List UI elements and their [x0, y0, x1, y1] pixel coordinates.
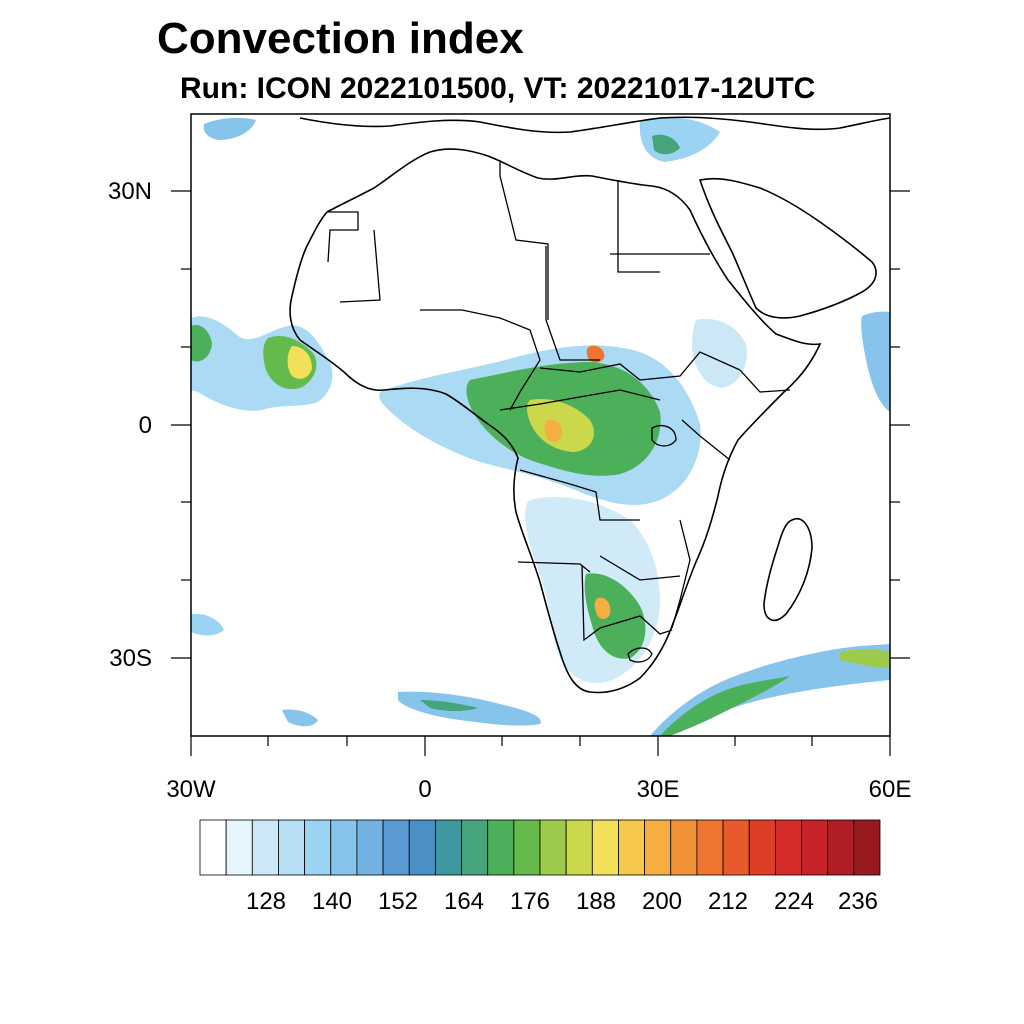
chart-subtitle: Run: ICON 2022101500, VT: 20221017-12UTC	[180, 72, 816, 105]
colorbar-swatch	[487, 819, 515, 876]
border-sudan-chad	[545, 246, 600, 361]
border-car-drc	[499, 389, 661, 411]
africa-coastline	[289, 148, 822, 694]
lesotho-border	[627, 647, 653, 663]
madagascar-coastline	[763, 517, 813, 622]
colorbar-swatch	[408, 819, 436, 876]
convection-core-west-edge	[191, 324, 212, 362]
convection-band-south-atlantic-core	[420, 700, 478, 711]
border-zambia-zimbabwe	[599, 555, 681, 581]
colorbar-swatch	[748, 819, 776, 876]
colorbar-label: 188	[575, 888, 617, 915]
convection-core-mediterranean	[652, 134, 680, 155]
convection-peak-southern	[594, 597, 611, 620]
colorbar-swatch	[330, 819, 358, 876]
border-botswana-south-africa	[599, 615, 673, 635]
border-south-sudan-ethiopia	[639, 351, 741, 381]
country-borders	[327, 160, 791, 663]
colorbar-swatch	[382, 819, 410, 876]
arabia-coastline	[698, 177, 877, 319]
convection-peak-sudan	[586, 345, 605, 363]
border-west-sahara	[327, 211, 359, 263]
colorbar-label: 176	[509, 888, 551, 915]
colorbar-swatch	[461, 819, 489, 876]
colorbar-swatch	[827, 819, 855, 876]
convection-yellow-central	[527, 398, 594, 452]
border-angola-namibia	[517, 561, 591, 573]
convection-area-mediterranean	[639, 117, 720, 162]
colorbar-label: 224	[773, 888, 815, 915]
colorbar-label: 152	[377, 888, 419, 915]
convection-area-east-africa	[692, 319, 747, 388]
convection-band-far-southwest	[191, 613, 224, 636]
colorbar-swatch	[278, 819, 306, 876]
border-kenya-tanzania	[681, 419, 731, 461]
colorbar-swatch	[618, 819, 646, 876]
border-mauritania-mali	[339, 229, 381, 303]
border-algeria-libya	[499, 160, 549, 320]
colorbar-swatch	[225, 819, 253, 876]
convection-band-southeast-east	[840, 649, 890, 668]
colorbar-swatch	[251, 819, 279, 876]
convection-core-southern	[584, 573, 646, 659]
border-chad-car	[539, 363, 641, 381]
xtick-label-0: 0	[418, 776, 432, 803]
convection-area-iberia	[203, 117, 256, 140]
colorbar-swatch	[853, 819, 881, 876]
colorbar-swatch	[801, 819, 829, 876]
colorbar-label: 200	[641, 888, 683, 915]
xtick-label-30e: 30E	[636, 776, 680, 803]
colorbar-label: 212	[707, 888, 749, 915]
lake-victoria	[651, 425, 677, 447]
colorbar-label: 164	[443, 888, 485, 915]
border-niger-nigeria	[420, 309, 531, 331]
colorbar-swatch	[539, 819, 567, 876]
convection-peak-guinea	[287, 346, 312, 379]
colorbar-swatch	[644, 819, 672, 876]
colorbar-swatch	[304, 819, 332, 876]
colorbar-swatch	[774, 819, 802, 876]
convection-band-southeast-core	[660, 676, 790, 736]
border-libya-egypt	[617, 180, 660, 273]
colorbar	[199, 819, 881, 876]
convection-area-arabian-sea	[861, 311, 890, 412]
border-ethiopia-somalia	[739, 369, 791, 393]
colorbar-label: 128	[245, 888, 287, 915]
ytick-label-30n: 30N	[107, 178, 152, 205]
colorbar-label: 140	[311, 888, 353, 915]
chart-title: Convection index	[157, 14, 524, 63]
border-nigeria-cameroon	[509, 329, 541, 411]
border-namibia-botswana	[581, 565, 601, 642]
colorbar-swatch	[722, 819, 750, 876]
colorbar-swatch	[591, 819, 619, 876]
colorbar-swatch	[513, 819, 541, 876]
xtick-label-30w: 30W	[166, 776, 216, 803]
colorbar-swatch	[434, 819, 462, 876]
colorbar-swatch	[696, 819, 724, 876]
colorbar-swatch	[670, 819, 698, 876]
xtick-label-60e: 60E	[868, 776, 912, 803]
ytick-label-0: 0	[138, 412, 152, 439]
colorbar-swatch	[565, 819, 593, 876]
convection-band-southwest	[282, 709, 318, 727]
border-mozambique	[671, 519, 691, 629]
convection-field	[191, 117, 890, 736]
colorbar-label: 236	[837, 888, 879, 915]
border-drc-angola	[519, 469, 640, 521]
coastlines	[289, 116, 890, 694]
axis-ticks	[171, 190, 910, 756]
ytick-label-30s: 30S	[109, 645, 152, 672]
convection-peak-central	[544, 419, 563, 442]
colorbar-swatch	[356, 819, 384, 876]
europe-coastline	[299, 116, 890, 134]
colorbar-swatch	[199, 819, 227, 876]
